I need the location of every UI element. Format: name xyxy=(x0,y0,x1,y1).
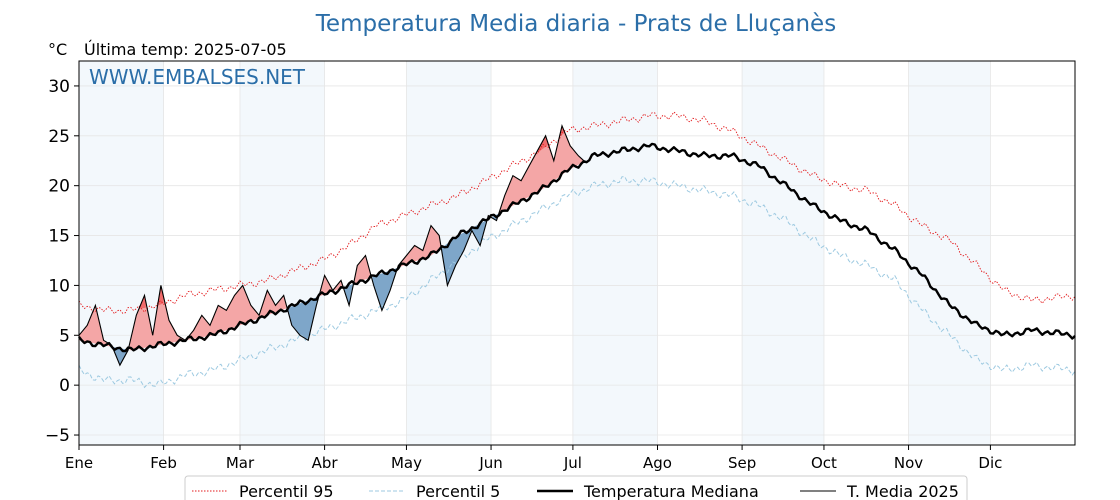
legend-label-1: Percentil 95 xyxy=(239,482,334,500)
above-median-fill xyxy=(499,125,584,214)
legend-box xyxy=(184,475,968,500)
y-tick-label: 10 xyxy=(48,276,70,296)
above-median-fill xyxy=(79,305,112,347)
unit-label: °C xyxy=(48,40,67,59)
y-tick-label: 15 xyxy=(48,227,70,247)
y-tick-label: 0 xyxy=(59,376,70,396)
above-median-fill xyxy=(319,275,343,297)
plot-area: −5 0 5 10 15 20 25 30 Ene Feb Mar Abr May Jun Jul Ago Se… xyxy=(45,60,1076,472)
x-tick-label-ago: Ago xyxy=(643,454,672,472)
x-tick-label-jul: Jul xyxy=(563,454,582,472)
series-percentil-5 xyxy=(78,176,1076,389)
y-tick-label: −5 xyxy=(45,426,70,446)
y-tick-label: 20 xyxy=(48,177,70,197)
below-median-fill xyxy=(343,283,354,306)
x-tick-label-dic: Dic xyxy=(978,454,1002,472)
x-tick-label-may: May xyxy=(391,454,422,472)
month-band-jul xyxy=(572,61,658,445)
legend: Percentil 95 Percentil 5 Temperatura Media… xyxy=(184,475,968,500)
watermark: WWW.EMBALSES.NET xyxy=(89,65,306,89)
series-t-media-2025 xyxy=(78,124,585,367)
y-tick-label: 30 xyxy=(48,77,70,97)
month-band-sep xyxy=(742,61,824,445)
x-tick-label-feb: Feb xyxy=(150,454,177,472)
x-tick-label-jun: Jun xyxy=(478,454,502,472)
y-tick-label: 25 xyxy=(48,127,70,147)
above-median-fill xyxy=(186,285,287,340)
last-temp-label: Última temp: 2025-07-05 xyxy=(84,40,287,59)
x-tick-label-sep: Sep xyxy=(728,454,756,472)
month-band-ene xyxy=(79,61,164,445)
above-p95-fill xyxy=(158,285,164,306)
legend-label-2: Percentil 5 xyxy=(416,482,500,500)
x-tick-label-abr: Abr xyxy=(312,454,339,472)
chart-title: Temperatura Media diaria - Prats de Lluç… xyxy=(315,11,836,37)
month-band-mar xyxy=(239,61,325,445)
plot-frame xyxy=(78,60,1076,446)
x-tick-label-oct: Oct xyxy=(811,454,837,472)
legend-label-3: Temperatura Mediana xyxy=(583,482,759,500)
month-band-nov xyxy=(908,61,991,445)
series-percentil-95 xyxy=(78,111,1076,315)
x-tick-label-ene: Ene xyxy=(65,454,93,472)
x-tick-label-mar: Mar xyxy=(226,454,255,472)
y-tick-label: 5 xyxy=(59,326,70,346)
below-median-fill xyxy=(441,219,487,286)
series-temperatura-mediana xyxy=(78,142,1076,353)
legend-label-4: T. Media 2025 xyxy=(846,482,959,500)
x-tick-label-nov: Nov xyxy=(894,454,923,472)
above-median-fill xyxy=(398,225,441,268)
